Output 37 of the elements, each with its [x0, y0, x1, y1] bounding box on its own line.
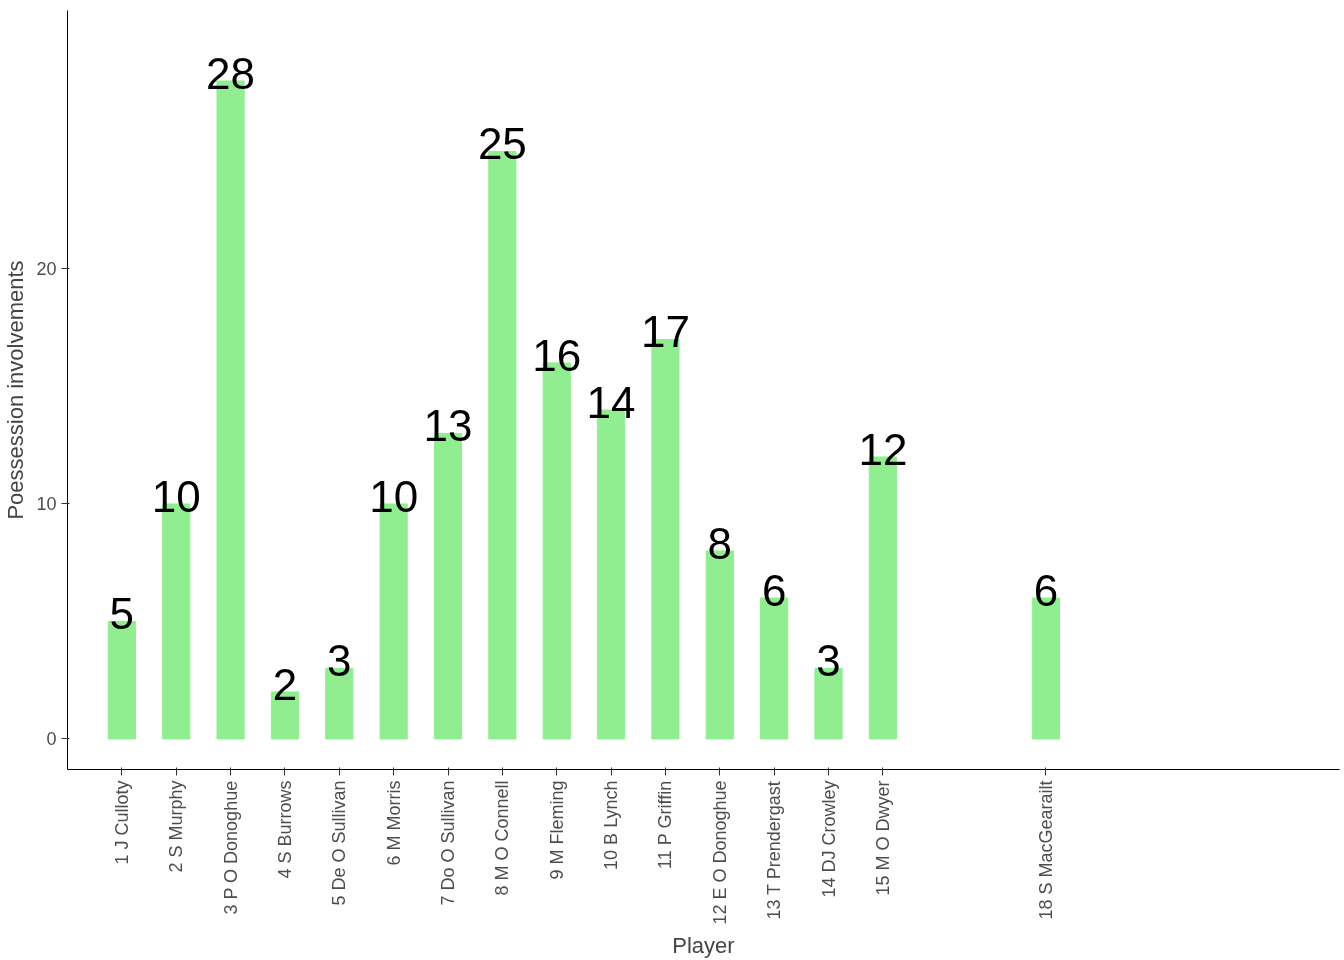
data-label: 3 [327, 636, 352, 686]
data-label: 3 [816, 636, 841, 686]
x-tick-label: 1 J Culloty [111, 780, 132, 865]
data-label: 6 [1033, 565, 1059, 615]
x-tick-label: 18 S MacGearailt [1035, 780, 1056, 920]
data-label: 6 [761, 565, 787, 615]
data-label: 13 [423, 401, 473, 451]
y-axis-title: Poessession involvements [3, 260, 29, 520]
x-tick-label: 3 P O Donoghue [220, 780, 241, 915]
x-tick-label: 6 M Morris [383, 780, 404, 866]
y-tick-label: 20 [36, 259, 57, 280]
x-tick-label: 8 M O Connell [492, 780, 513, 896]
data-label: 28 [206, 49, 256, 98]
data-label: 25 [477, 119, 527, 169]
x-tick-label: 5 De O Sullivan [329, 780, 350, 906]
x-tick-label: 4 S Burrows [274, 780, 295, 879]
x-axis-title: Player [672, 932, 735, 958]
x-tick-label: 2 S Murphy [166, 780, 187, 873]
data-label: 17 [640, 307, 690, 357]
data-label: 2 [272, 659, 298, 709]
data-label: 14 [586, 377, 636, 427]
x-tick-label: 7 Do O Sullivan [438, 780, 459, 906]
y-tick-label: 10 [36, 494, 57, 515]
data-label: 12 [858, 424, 908, 474]
data-label: 10 [151, 471, 201, 521]
data-label: 5 [109, 589, 135, 639]
x-tick-label: 10 B Lynch [601, 780, 622, 870]
x-tick-label: 14 DJ Crowley [818, 780, 839, 898]
x-tick-label: 13 T Prendergast [764, 781, 785, 920]
x-tick-label: 11 P Griffin [655, 780, 676, 869]
data-label: 8 [707, 518, 733, 568]
data-label: 16 [532, 330, 582, 380]
y-tick-label: 0 [46, 729, 57, 750]
data-label: 10 [369, 471, 419, 521]
x-tick-label: 9 M Fleming [546, 780, 567, 880]
x-tick-label: 15 M O Dwyer [872, 780, 893, 896]
x-tick-label: 12 E O Donoghue [709, 780, 730, 925]
